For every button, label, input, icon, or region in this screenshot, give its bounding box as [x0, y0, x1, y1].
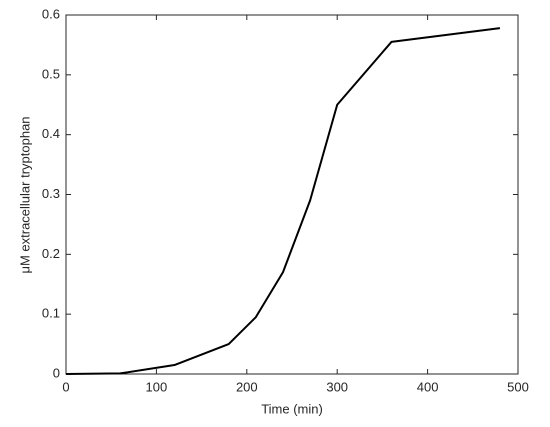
y-tick-label: 0.5: [42, 66, 60, 81]
y-tick-label: 0.4: [42, 126, 60, 141]
y-tick-label: 0.2: [42, 246, 60, 261]
y-tick-label: 0.1: [42, 306, 60, 321]
x-tick-label: 300: [326, 379, 348, 394]
y-tick-label: 0.6: [42, 6, 60, 21]
x-tick-label: 400: [417, 379, 439, 394]
x-tick-label: 200: [236, 379, 258, 394]
y-tick-label: 0: [53, 365, 60, 380]
x-tick-label: 0: [62, 379, 69, 394]
x-tick-label: 500: [507, 379, 529, 394]
y-axis-label: μM extracellular tryptophan: [17, 116, 32, 273]
x-axis-label: Time (min): [261, 401, 323, 416]
plot-frame: [65, 14, 519, 375]
x-tick-label: 100: [146, 379, 168, 394]
data-line: [65, 27, 501, 375]
y-tick-label: 0.3: [42, 186, 60, 201]
